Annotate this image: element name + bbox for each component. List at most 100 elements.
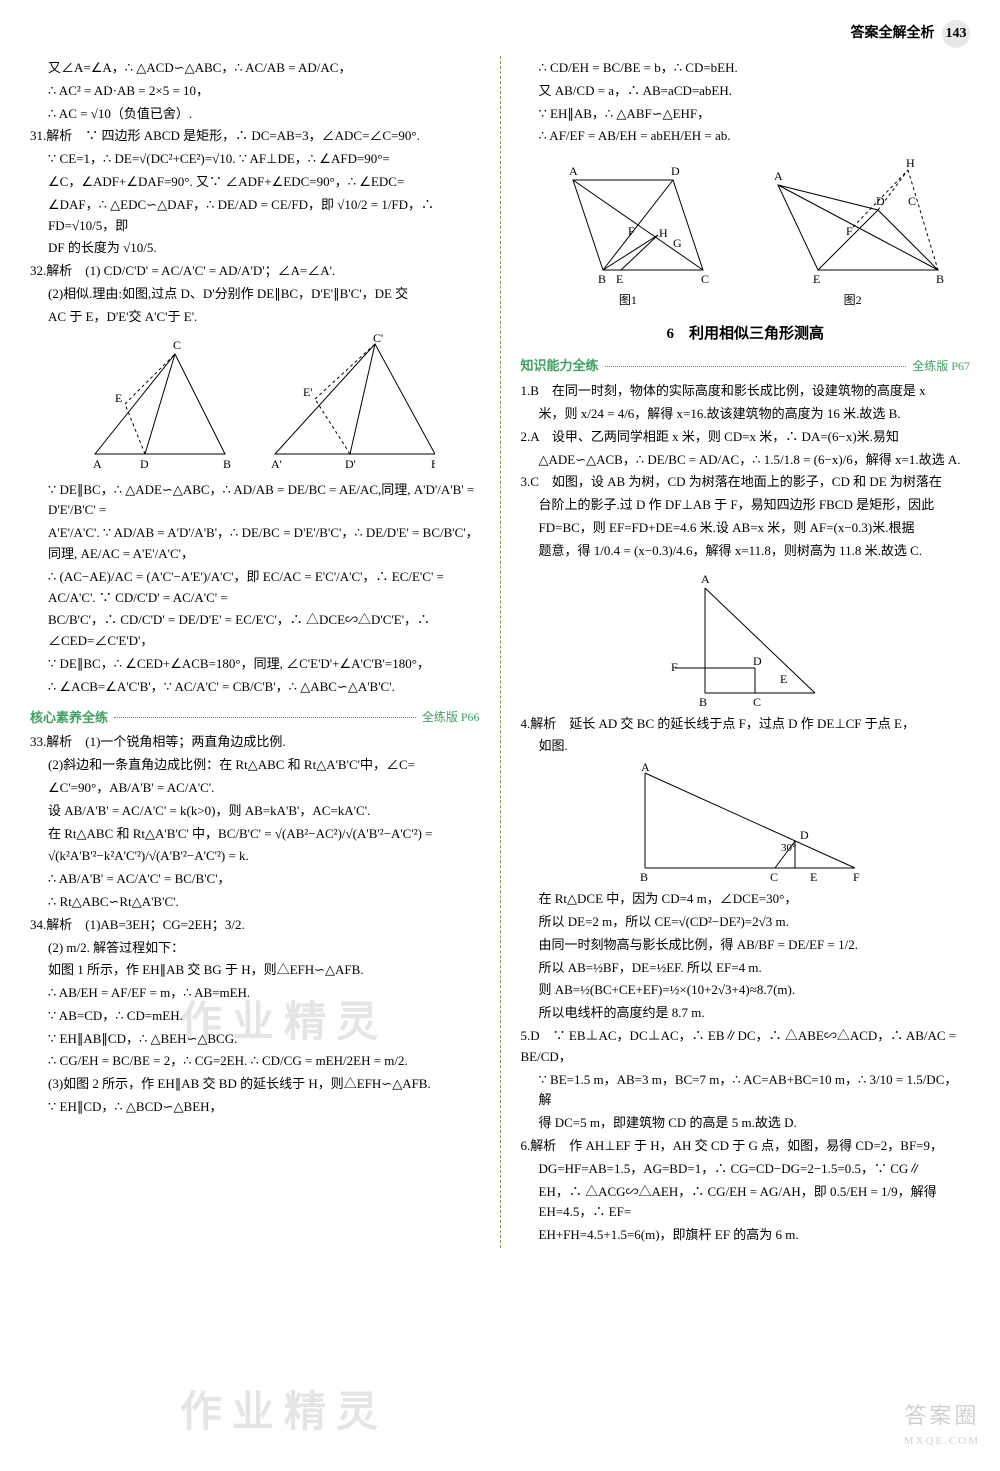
text-line: 由同一时刻物高与影长成比例，得 AB/BF = DE/EF = 1/2. [521,935,971,956]
figure-row: A D C B E F H G 图1 [521,149,971,310]
svg-text:A: A [701,572,710,586]
text-line: ∵ CE=1，∴ DE=√(DC²+CE²)=√10. ∵ AF⊥DE，∴ ∠A… [30,149,480,170]
text-line: EH+FH=4.5+1.5=6(m)，即旗杆 EF 的高为 6 m. [521,1225,971,1246]
text-line: FD=BC，则 EF=FD+DE=4.6 米.设 AB=x 米，则 AF=(x−… [521,518,971,539]
text-line: ∵ AB=CD，∴ CD=mEH. [30,1006,480,1027]
item-5: 5.D ∵ EB⊥AC，DC⊥AC，∴ EB∥DC，∴ △ABE∽△ACD，∴ … [521,1026,971,1068]
figure-2-wrap: A D C H E F B 图2 [758,149,948,310]
svg-text:C: C [770,870,778,883]
svg-text:B: B [640,870,648,883]
text-line: ∴ ∠ACB=∠A'C'B'，∵ AC/A'C' = CB/C'B'，∴ △AB… [30,677,480,698]
logo-text: 答案圈 [904,1403,979,1428]
item-33: 33.解析 (1)一个锐角相等；两直角边成比例. [30,732,480,753]
svg-text:D: D [753,654,762,668]
figure-2-caption: 图2 [758,291,948,310]
logo-sub: MXQE.COM [904,1433,980,1451]
svg-text:B: B [598,272,606,285]
text-line: 又∠A=∠A，∴ △ACD∽△ABC，∴ AC/AB = AD/AC， [30,58,480,79]
figure-1-caption: 图1 [543,291,713,310]
text-line: A'E'/A'C'. ∵ AD/AB = A'D'/A'B'，∴ DE/BC =… [30,523,480,565]
svg-text:D: D [876,194,885,208]
text-line: 所以 DE=2 m，所以 CE=√(CD²−DE²)=2√3 m. [521,912,971,933]
svg-text:A': A' [271,457,282,471]
text-line: DF 的长度为 √10/5. [30,238,480,259]
page-header: 答案全解全析 143 [30,20,970,48]
text-line: ∵ EH∥AB∥CD，∴ △BEH∽△BCG. [30,1029,480,1050]
svg-text:C: C [173,338,181,352]
svg-text:C: C [908,194,916,208]
section-knowledge-ref: 全练版 P67 [912,357,970,376]
svg-text:F: F [846,224,853,238]
svg-text:30°: 30° [781,842,796,854]
svg-text:G: G [673,236,682,250]
text-line: 米，则 x/24 = 4/6，解得 x=16.故该建筑物的高度为 16 米.故选… [521,404,971,425]
svg-text:A: A [774,169,783,183]
two-column-layout: 又∠A=∠A，∴ △ACD∽△ABC，∴ AC/AB = AD/AC， ∴ AC… [30,56,970,1248]
text-line: △ADE∽△ACB，∴ DE/BC = AD/AC，∴ 1.5/1.8 = (6… [521,450,971,471]
svg-text:E': E' [303,385,313,399]
svg-text:A: A [93,457,102,471]
header-title: 答案全解全析 [851,26,935,41]
figure-1: A D C B E F H G [543,155,713,285]
item-4: 4.解析 延长 AD 交 BC 的延长线于点 F，过点 D 作 DE⊥CF 于点… [521,714,971,735]
item-6: 6.解析 作 AH⊥EF 于 H，AH 交 CD 于 G 点，如图，易得 CD=… [521,1136,971,1157]
text-line: ∴ AC² = AD·AB = 2×5 = 10， [30,81,480,102]
text-line: 则 AB=½(BC+CE+EF)=½×(10+2√3+4)≈8.7(m). [521,980,971,1001]
section-core: 核心素养全练 全练版 P66 [30,708,480,729]
text-line: (2) m/2. 解答过程如下： [30,938,480,959]
svg-text:B: B [699,695,707,708]
text-line: 台阶上的影子.过 D 作 DF⊥AB 于 F，易知四边形 FBCD 是矩形，因此 [521,495,971,516]
text-line: 设 AB/A'B' = AC/A'C' = k(k>0)，则 AB=kA'B'，… [30,801,480,822]
column-divider [500,56,501,1248]
item-2: 2.A 设甲、乙两同学相距 x 米，则 CD=x 米，∴ DA=(6−x)米.易… [521,427,971,448]
text-line: 又 AB/CD = a，∴ AB=aCD=abEH. [521,81,971,102]
text-line: 如图 1 所示，作 EH∥AB 交 BG 于 H，则△EFH∽△AFB. [30,960,480,981]
svg-text:B: B [936,272,944,285]
text-line: ∵ BE=1.5 m，AB=3 m，BC=7 m，∴ AC=AB+BC=10 m… [521,1070,971,1112]
text-line: DG=HF=AB=1.5，AG=BD=1，∴ CG=CD−DG=2−1.5=0.… [521,1159,971,1180]
text-line: ∠C'=90°，AB/A'B' = AC/A'C'. [30,778,480,799]
figure-2: A D C H E F B [758,155,948,285]
svg-text:H: H [906,156,915,170]
svg-text:D: D [140,457,149,471]
svg-text:D': D' [345,457,356,471]
text-line: ∴ CG/EH = BC/BE = 2，∴ CG=2EH. ∴ CD/CG = … [30,1051,480,1072]
watermark-logo: 答案圈 MXQE.COM [904,1398,980,1451]
svg-text:C: C [701,272,709,285]
page-number: 143 [942,20,970,48]
text-line: EH，∴ △ACG∽△AEH，∴ CG/EH = AG/AH，即 0.5/EH … [521,1182,971,1224]
item-32: 32.解析 (1) CD/C'D' = AC/A'C' = AD/A'D'；∠A… [30,261,480,282]
svg-text:F: F [853,870,860,883]
item-31: 31.解析 ∵ 四边形 ABCD 是矩形，∴ DC=AB=3，∠ADC=∠C=9… [30,126,480,147]
text-line: 如图. [521,736,971,757]
text-line: 所以电线杆的高度约是 8.7 m. [521,1003,971,1024]
text-line: ∵ DE∥BC，∴ △ADE∽△ABC，∴ AD/AB = DE/BC = AE… [30,480,480,522]
text-line: (3)如图 2 所示，作 EH∥AB 交 BD 的延长线于 H，则△EFH∽△A… [30,1074,480,1095]
text-line: √(k²A'B'²−k²A'C'²)/√(A'B'²−A'C'²) = k. [30,846,480,867]
section-knowledge-title: 知识能力全练 [521,356,599,377]
svg-text:E: E [813,272,820,285]
text-line: 在 Rt△ABC 和 Rt△A'B'C' 中，BC/B'C' = √(AB²−A… [30,824,480,845]
svg-text:F: F [671,660,678,674]
dots [605,366,907,367]
svg-text:E: E [616,272,623,285]
text-line: BC/B'C'，∴ CD/C'D' = DE/D'E' = EC/E'C'，∴ … [30,610,480,652]
figure-tree: A F D E B C [635,568,855,708]
dots [114,717,416,718]
text-line: ∵ EH∥CD，∴ △BCD∽△BEH， [30,1097,480,1118]
text-line: ∴ CD/EH = BC/BE = b，∴ CD=bEH. [521,58,971,79]
figure-pole: 30° A B C D E F [605,763,885,883]
text-line: ∵ DE∥BC，∴ ∠CED+∠ACB=180°，同理, ∠C'E'D'+∠A'… [30,654,480,675]
svg-text:A: A [569,164,578,178]
item-3: 3.C 如图，设 AB 为树，CD 为树落在地面上的影子，CD 和 DE 为树落… [521,472,971,493]
text-line: ∠C，∠ADF+∠DAF=90°. 又∵ ∠ADF+∠EDC=90°，∴ ∠ED… [30,172,480,193]
text-line: ∴ AB/EH = AF/EF = m，∴ AB=mEH. [30,983,480,1004]
svg-text:H: H [659,226,668,240]
svg-text:C': C' [373,334,383,345]
figure-1-wrap: A D C B E F H G 图1 [543,149,713,310]
section-core-ref: 全练版 P66 [422,708,480,727]
text-line: ∴ AC = √10（负值已舍）. [30,104,480,125]
text-line: ∴ AB/A'B' = AC/A'C' = BC/B'C'， [30,869,480,890]
text-line: 在 Rt△DCE 中，因为 CD=4 m，∠DCE=30°， [521,889,971,910]
text-line: ∵ EH∥AB，∴ △ABF∽△EHF， [521,104,971,125]
